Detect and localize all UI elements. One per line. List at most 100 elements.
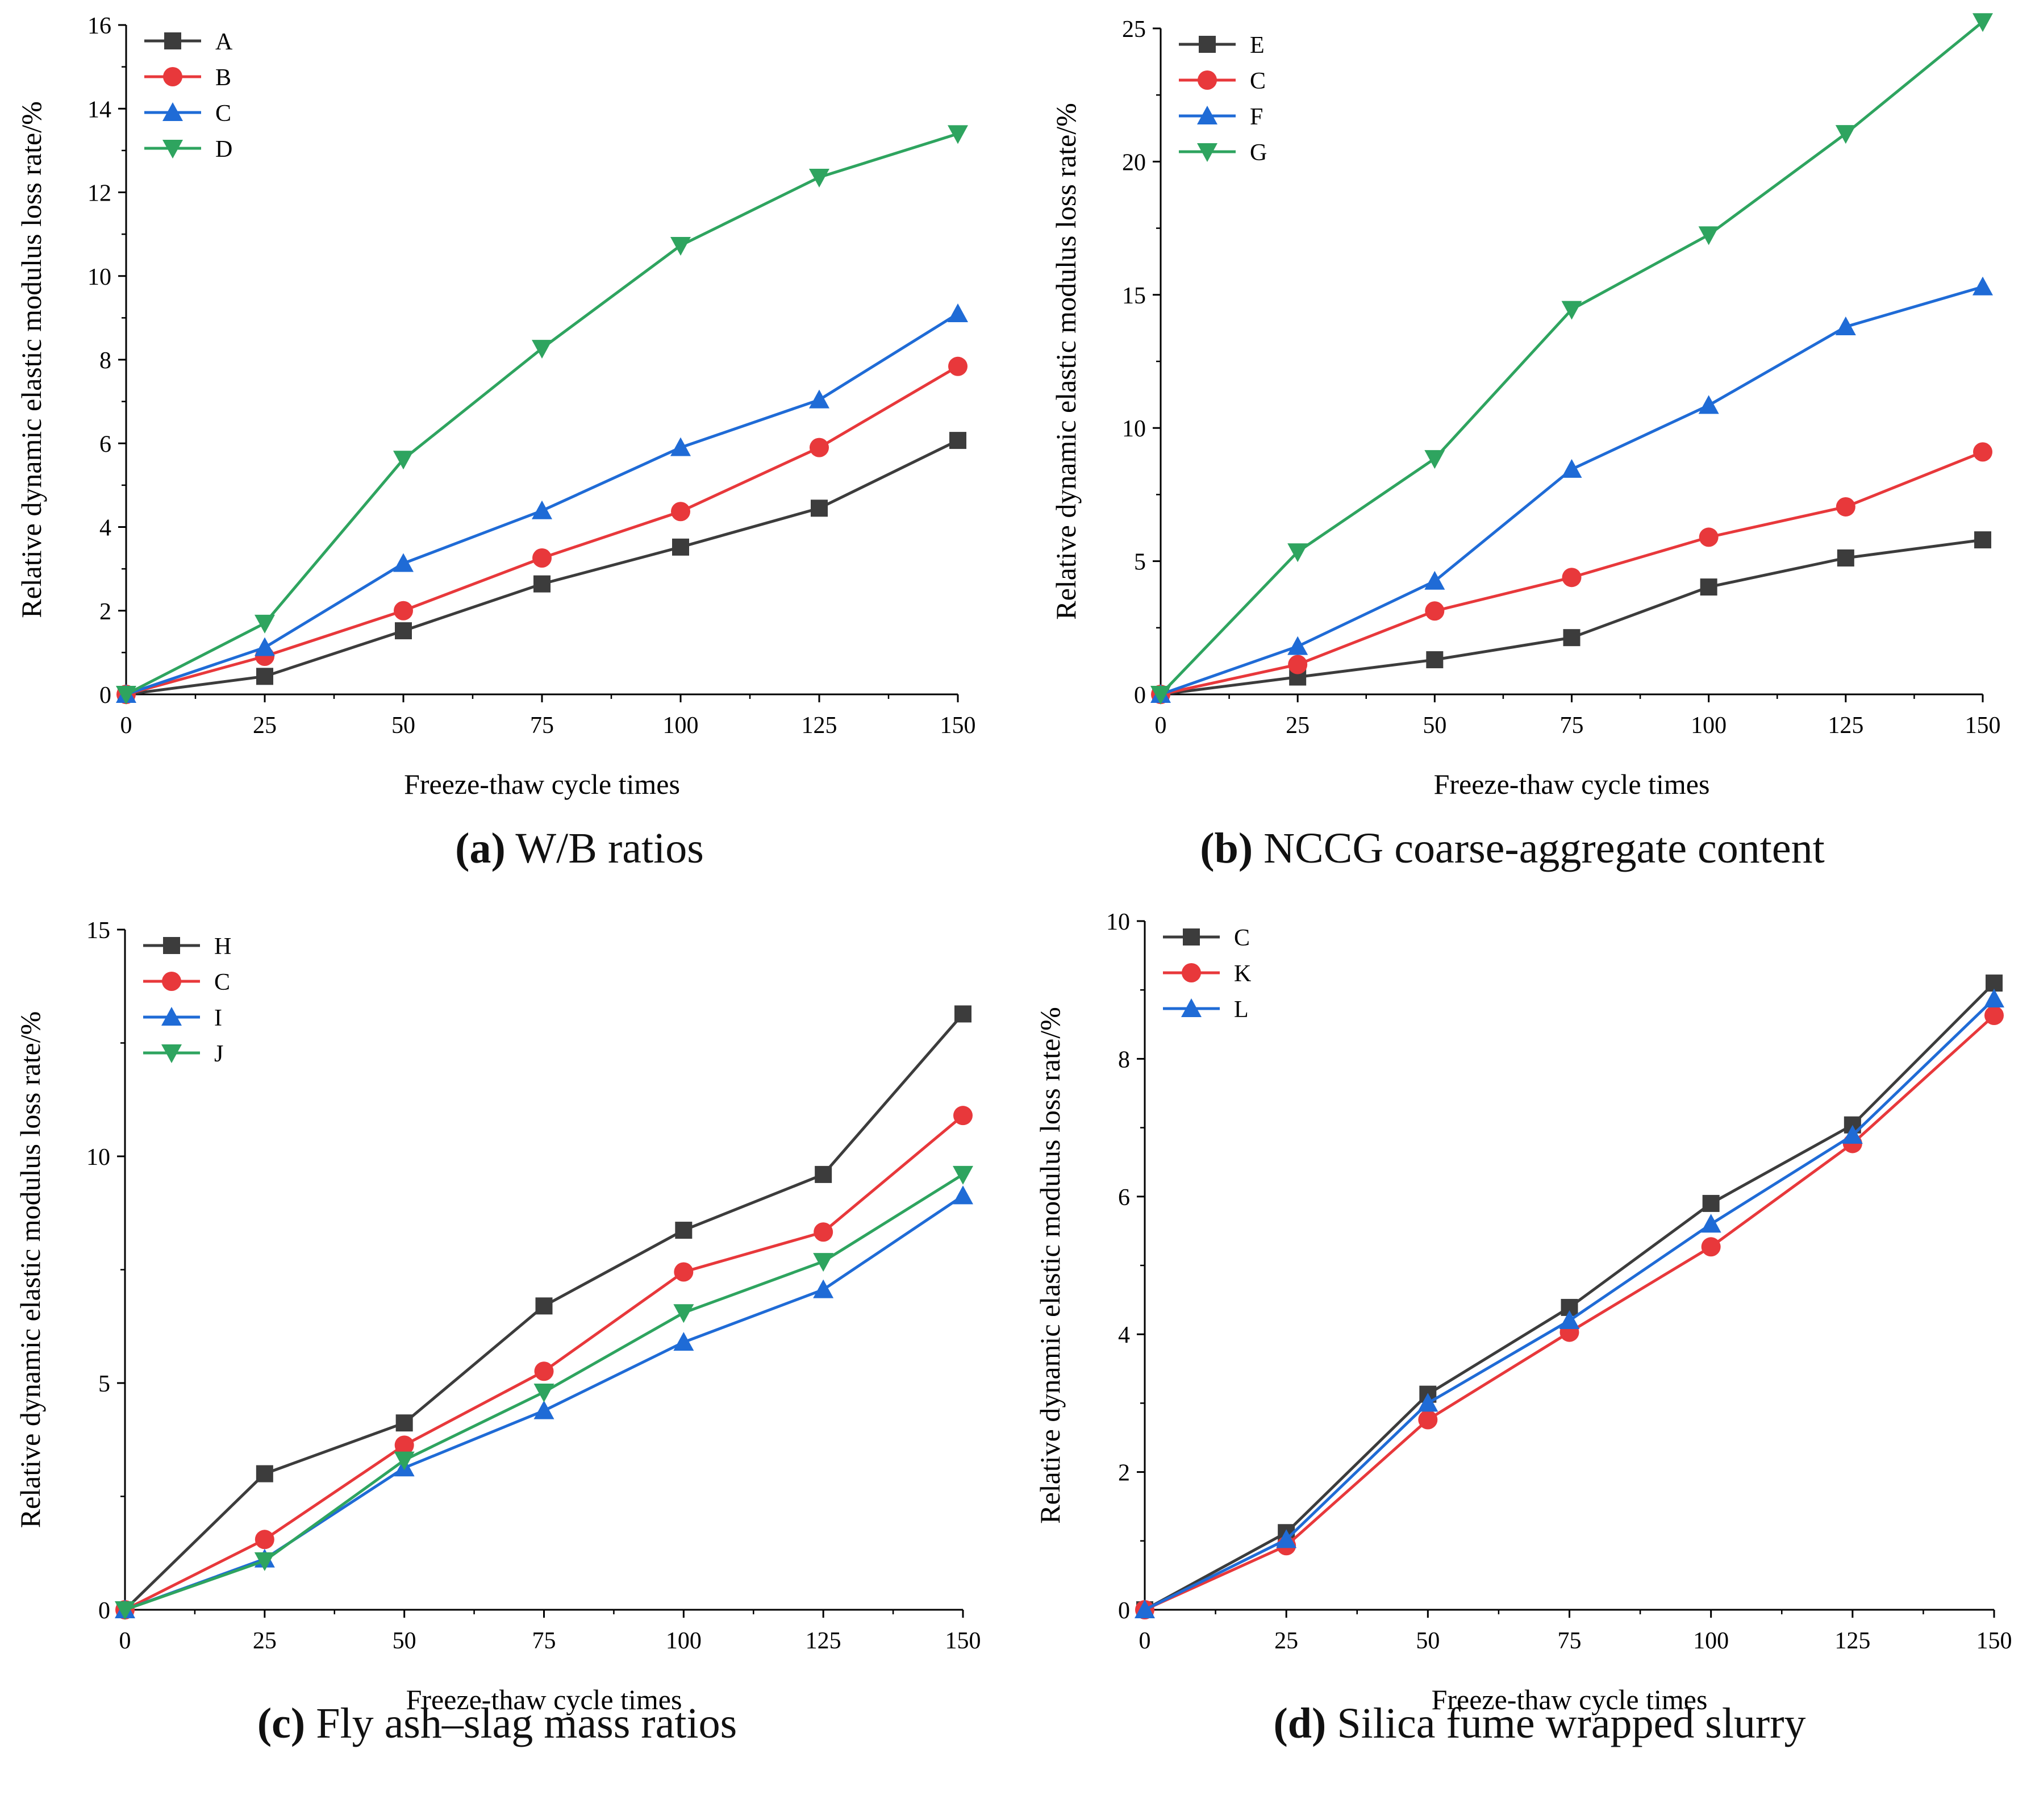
legend-marker: [164, 32, 181, 49]
caption-letter: (a): [455, 824, 506, 872]
legend-label: G: [1250, 140, 1267, 166]
x-tick-label: 125: [1834, 1628, 1870, 1654]
series-J: [115, 1165, 973, 1620]
legend-label: C: [1250, 68, 1266, 94]
data-point: [1425, 601, 1445, 621]
x-tick-label: 0: [1155, 713, 1167, 739]
x-tick-label: 0: [1139, 1628, 1151, 1654]
legend-entry-C: C: [143, 969, 230, 996]
data-point: [1974, 531, 1991, 549]
x-tick-label: 125: [806, 1628, 841, 1654]
data-point: [1973, 442, 1992, 462]
data-point: [1150, 686, 1171, 705]
legend-label: L: [1234, 997, 1249, 1023]
y-tick-label: 0: [1134, 682, 1146, 709]
data-point: [533, 1383, 554, 1402]
legend-label: J: [214, 1041, 223, 1067]
data-point: [810, 438, 829, 457]
x-tick-label: 100: [666, 1628, 702, 1654]
data-point: [395, 622, 412, 640]
legend-entry-L: L: [1163, 997, 1249, 1023]
data-point: [395, 1414, 413, 1432]
series-H: [116, 1005, 971, 1618]
legend-marker: [163, 67, 182, 86]
x-tick-label: 75: [530, 713, 554, 739]
data-point: [948, 303, 968, 323]
data-point: [813, 1253, 834, 1272]
legend-entry-G: G: [1179, 140, 1267, 166]
legend-label: D: [215, 136, 232, 163]
legend-marker: [1181, 998, 1202, 1017]
caption-a: (a) W/B ratios: [455, 824, 704, 873]
y-tick-label: 8: [1118, 1047, 1130, 1073]
data-point: [1973, 13, 1993, 32]
caption-letter: (d): [1273, 1700, 1327, 1747]
y-tick-label: 5: [98, 1371, 110, 1397]
data-point: [675, 1222, 693, 1239]
x-tick-label: 125: [1828, 713, 1863, 739]
data-point: [532, 340, 552, 359]
data-point: [1287, 636, 1308, 655]
data-point: [670, 237, 691, 256]
data-point: [1424, 450, 1445, 469]
data-point: [1835, 316, 1856, 336]
series-C: [116, 303, 968, 703]
data-point: [671, 502, 690, 522]
series-A: [118, 432, 966, 703]
legend-label: B: [215, 65, 231, 91]
data-point: [532, 500, 552, 519]
data-point: [1424, 570, 1445, 590]
data-point: [533, 575, 551, 593]
legend-marker: [1198, 70, 1217, 90]
data-point: [1835, 125, 1856, 144]
legend-marker: [1197, 143, 1217, 162]
legend-label: F: [1250, 104, 1263, 130]
caption-text: Fly ash–slag mass ratios: [305, 1700, 737, 1747]
data-point: [1698, 395, 1719, 414]
data-point: [393, 451, 414, 470]
x-axis-title: Freeze-thaw cycle times: [1434, 768, 1710, 800]
legend-label: E: [1250, 32, 1265, 59]
data-point: [1135, 1600, 1155, 1618]
data-point: [1699, 527, 1719, 547]
caption-letter: (c): [257, 1700, 306, 1747]
x-tick-label: 25: [1286, 713, 1310, 739]
y-axis-title: Relative dynamic elastic modulus loss ra…: [14, 1011, 46, 1529]
data-point: [255, 637, 275, 656]
data-point: [1288, 655, 1308, 674]
data-point: [1842, 1125, 1863, 1144]
y-tick-label: 25: [1122, 16, 1146, 43]
legend-label: C: [1234, 925, 1250, 951]
y-tick-label: 15: [86, 918, 110, 944]
data-point: [1559, 1310, 1580, 1329]
x-tick-label: 25: [253, 1628, 277, 1654]
legend-marker: [1182, 963, 1201, 982]
legend-marker: [161, 1007, 182, 1026]
series-B: [116, 356, 968, 704]
y-tick-label: 10: [1122, 416, 1146, 442]
legend-entry-E: E: [1179, 32, 1265, 59]
data-point: [811, 499, 828, 517]
data-point: [1701, 1237, 1721, 1257]
y-tick-label: 0: [1118, 1598, 1130, 1624]
legend-label: C: [214, 969, 230, 996]
legend-entry-F: F: [1179, 104, 1263, 130]
series-F: [1150, 276, 1993, 703]
y-tick-label: 4: [99, 515, 111, 542]
y-axis-title: Relative dynamic elastic modulus loss ra…: [1034, 1007, 1066, 1524]
data-point: [809, 389, 829, 409]
y-tick-label: 20: [1122, 149, 1146, 176]
data-point: [949, 432, 966, 449]
legend-label: C: [215, 101, 231, 127]
x-tick-label: 150: [940, 713, 976, 739]
data-point: [672, 538, 689, 556]
legend-entry-C: C: [1179, 68, 1266, 94]
y-axis-title: Relative dynamic elastic modulus loss ra…: [15, 101, 47, 618]
x-tick-label: 150: [1965, 713, 2001, 739]
data-point: [115, 1601, 135, 1620]
y-tick-label: 2: [99, 599, 111, 625]
legend-label: H: [214, 934, 231, 960]
data-point: [809, 168, 829, 188]
